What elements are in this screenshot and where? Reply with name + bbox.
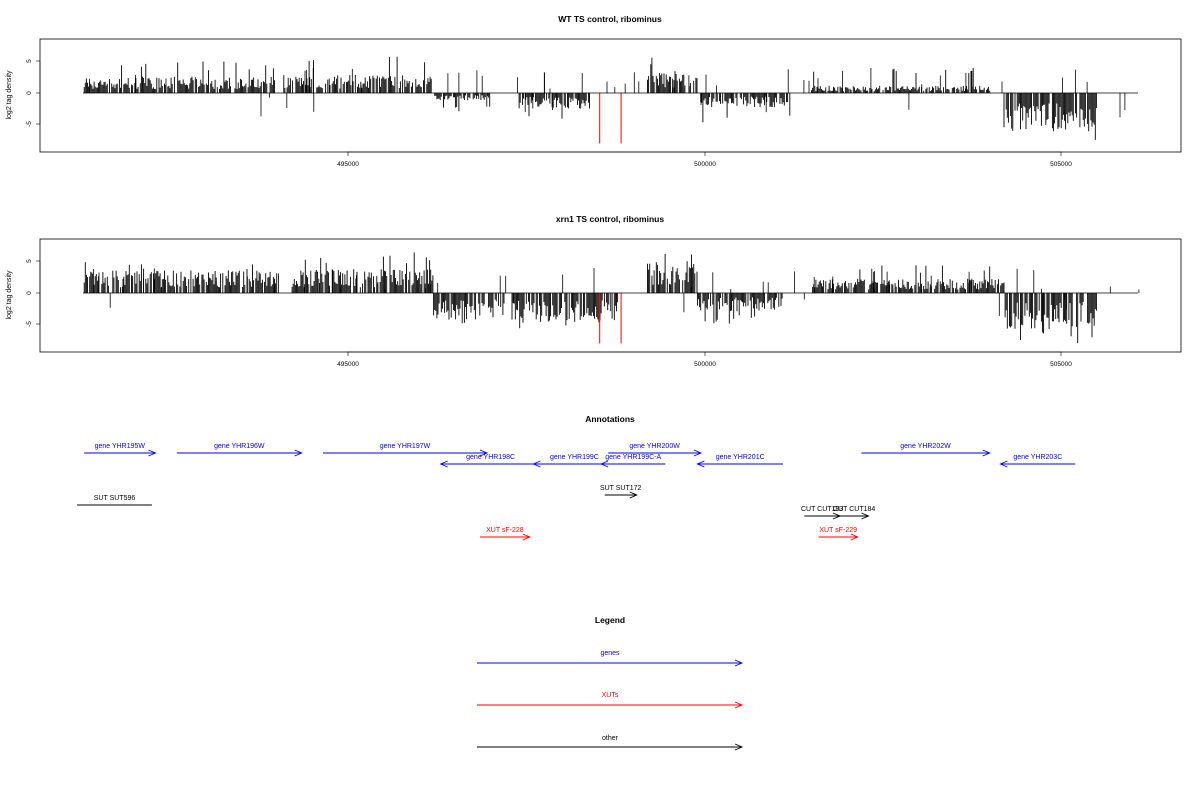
x-tick-label: 500000 <box>694 361 716 368</box>
feature-group: gene YHR195W gene YHR196W gene YHR197W gene… <box>77 443 1076 541</box>
feature-label: CUT CUT184 <box>833 506 875 513</box>
feature-arrow-head <box>696 460 705 468</box>
y-axis-label: log2 tag density <box>6 270 13 320</box>
highlight-group <box>599 93 622 144</box>
feature-gene-yhr195w: gene YHR195W <box>84 443 157 457</box>
legend-arrow-head <box>734 659 744 667</box>
x-tick-label: 500000 <box>694 161 716 168</box>
feature-arrow-head <box>148 449 157 457</box>
legend-item-other: other <box>477 735 744 751</box>
coverage-panel-xrn1: xrn1 TS control, ribominus log2 tag dens… <box>6 214 1182 368</box>
feature-xut-sf-229: XUT sF-229 <box>818 527 859 541</box>
feature-arrow-head <box>850 533 859 541</box>
feature-label: gene YHR196W <box>214 443 265 450</box>
feature-arrow-head <box>294 449 303 457</box>
feature-cut-cut184: CUT CUT184 <box>833 506 875 520</box>
feature-xut-sf-228: XUT sF-228 <box>479 527 531 541</box>
y-tick-label: -5 <box>26 321 33 327</box>
axes-group: 5 0 -5 495000 500000 505000 <box>26 59 1138 168</box>
feature-label: gene YHR195W <box>95 443 146 450</box>
feature-label: gene YHR199C-A <box>605 454 661 461</box>
feature-gene-yhr199c-a: gene YHR199C-A <box>599 454 666 468</box>
x-tick-label: 505000 <box>1050 161 1072 168</box>
feature-label: CUT CUT183 <box>801 506 843 513</box>
highlight-group <box>599 293 622 344</box>
feature-label: XUT sF-228 <box>486 527 524 534</box>
feature-arrow-head <box>629 491 638 499</box>
feature-arrow-head <box>861 512 870 520</box>
feature-label: SUT SUT172 <box>600 485 642 492</box>
feature-arrow-head <box>439 460 448 468</box>
feature-gene-yhr200w: gene YHR200W <box>608 443 703 457</box>
y-tick-label: 5 <box>26 59 33 63</box>
axes-group: 5 0 -5 495000 500000 505000 <box>26 259 1138 368</box>
panel-title: WT TS control, ribominus <box>558 14 662 24</box>
feature-label: SUT SUT596 <box>94 495 136 502</box>
legend-item-genes: genes <box>477 650 744 667</box>
x-tick-label: 495000 <box>337 161 359 168</box>
feature-label: gene YHR203C <box>1013 454 1062 461</box>
feature-arrow-head <box>999 460 1008 468</box>
y-tick-label: 0 <box>26 91 33 95</box>
legend-label: genes <box>600 650 620 657</box>
legend-arrow-head <box>734 701 744 709</box>
legend-arrow-head <box>734 743 744 751</box>
feature-sut-sut172: SUT SUT172 <box>600 485 642 499</box>
plot-frame <box>39 38 1182 153</box>
bar-group <box>83 252 1140 344</box>
feature-arrow-head <box>522 533 531 541</box>
feature-arrow-head <box>599 460 609 468</box>
y-axis-label: log2 tag density <box>6 70 13 120</box>
y-tick-label: -5 <box>26 121 33 127</box>
coverage-panel-wt: WT TS control, ribominus log2 tag densit… <box>6 14 1182 168</box>
feature-gene-yhr196w: gene YHR196W <box>176 443 303 457</box>
annotations-track: Annotations gene YHR195W gene YHR196W gene… <box>77 414 1076 541</box>
feature-sut-sut596: SUT SUT596 <box>77 495 152 506</box>
feature-arrow-head <box>982 449 991 457</box>
annotations-title: Annotations <box>585 414 635 424</box>
feature-label: XUT sF-229 <box>819 527 857 534</box>
feature-label: gene YHR198C <box>466 454 515 461</box>
legend-label: XUTs <box>602 692 619 699</box>
x-tick-label: 495000 <box>337 361 359 368</box>
feature-arrow-head <box>693 449 703 457</box>
feature-gene-yhr198c: gene YHR198C <box>439 454 541 468</box>
panel-title: xrn1 TS control, ribominus <box>556 214 664 224</box>
feature-label: gene YHR201C <box>716 454 765 461</box>
feature-label: gene YHR199C <box>550 454 599 461</box>
y-tick-label: 5 <box>26 259 33 263</box>
feature-arrow-head <box>532 460 541 468</box>
feature-label: gene YHR200W <box>629 443 680 450</box>
legend-title: Legend <box>595 615 625 625</box>
legend-label: other <box>602 735 619 742</box>
feature-label: gene YHR202W <box>900 443 951 450</box>
feature-gene-yhr202w: gene YHR202W <box>861 443 991 457</box>
legend-item-xuts: XUTs <box>477 692 744 709</box>
feature-arrow-head <box>479 449 489 457</box>
feature-label: gene YHR197W <box>380 443 431 450</box>
legend: Legend genes XUTs other <box>477 615 744 751</box>
bar-group <box>83 56 1126 140</box>
feature-gene-yhr197w: gene YHR197W <box>323 443 489 457</box>
feature-gene-yhr203c: gene YHR203C <box>999 454 1076 468</box>
feature-gene-yhr201c: gene YHR201C <box>696 454 783 468</box>
y-tick-label: 0 <box>26 291 33 295</box>
x-tick-label: 505000 <box>1050 361 1072 368</box>
